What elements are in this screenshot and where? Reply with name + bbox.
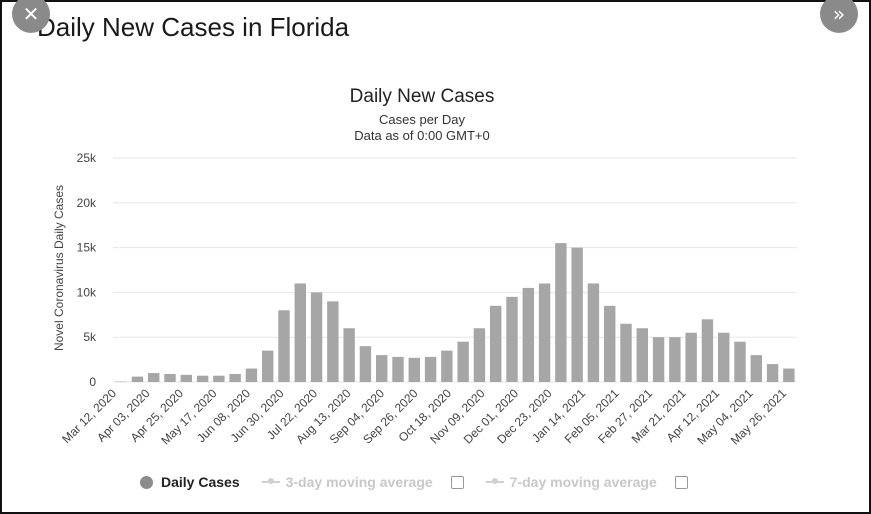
close-icon: ✕	[22, 2, 40, 26]
legend-label-7-day: 7-day moving average	[509, 474, 657, 490]
bar	[359, 346, 372, 382]
bar	[148, 373, 160, 382]
bar	[408, 357, 420, 382]
legend-item-daily-cases[interactable]: Daily Cases	[140, 474, 240, 490]
bar	[245, 368, 258, 382]
bar	[750, 355, 762, 382]
legend-item-7-day-average[interactable]: 7-day moving average	[485, 474, 688, 490]
legend-label-daily: Daily Cases	[161, 474, 240, 490]
bar	[555, 243, 567, 382]
y-axis-label: Novel Coronavirus Daily Cases	[52, 185, 66, 351]
bar	[571, 247, 583, 382]
bar	[522, 287, 534, 382]
bar	[783, 368, 795, 382]
bar	[473, 328, 486, 382]
bar	[196, 375, 209, 382]
y-tick-label: 10k	[77, 285, 97, 299]
bar	[392, 356, 404, 382]
bar	[718, 332, 730, 382]
bar	[587, 283, 600, 382]
legend-item-3-day-average[interactable]: 3-day moving average	[261, 474, 464, 490]
chart-subtitle-2: Data as of 0:00 GMT+0	[354, 128, 489, 143]
bar	[652, 337, 665, 382]
bar-series	[115, 243, 795, 383]
legend-dot-icon	[140, 475, 153, 489]
chart-title: Daily New Cases	[350, 86, 495, 107]
bar	[262, 350, 274, 382]
next-button[interactable]: »	[820, 0, 858, 33]
y-tick-label: 25k	[77, 151, 97, 165]
bar	[620, 323, 632, 382]
bar	[424, 356, 437, 382]
page-title: Daily New Cases in Florida	[37, 12, 350, 42]
y-tick-label: 0	[89, 375, 96, 389]
bar	[685, 332, 697, 382]
y-tick-label: 15k	[77, 241, 97, 255]
y-axis-ticks: 0 5k 10k 15k 20k 25k	[77, 151, 97, 389]
double-chevron-right-icon: »	[832, 2, 846, 26]
bar	[604, 305, 616, 382]
bar	[278, 310, 290, 382]
bar	[506, 296, 518, 382]
bar	[734, 341, 746, 382]
bar	[766, 364, 779, 382]
bar	[343, 328, 355, 382]
bar	[636, 328, 648, 382]
bar	[441, 350, 453, 382]
legend-label-3-day: 3-day moving average	[285, 474, 433, 490]
bar	[115, 381, 127, 383]
bar	[180, 374, 192, 382]
legend-checkbox-7-day[interactable]	[674, 475, 688, 489]
bar	[376, 355, 388, 382]
line-marker-icon	[485, 478, 504, 484]
bar	[229, 373, 241, 382]
bar	[310, 292, 323, 382]
bar	[294, 283, 306, 382]
close-button[interactable]: ✕	[12, 0, 50, 33]
grid-lines	[113, 157, 797, 383]
legend-checkbox-3-day[interactable]	[450, 475, 464, 489]
bar	[701, 319, 714, 382]
bar	[164, 373, 176, 382]
legend: Daily Cases 3-day moving average 7-day m…	[140, 474, 710, 490]
bar	[457, 341, 469, 382]
bar	[327, 301, 339, 382]
chart-subtitle: Cases per Day	[379, 112, 465, 127]
y-tick-label: 5k	[83, 330, 97, 344]
bar	[538, 283, 551, 382]
bar	[213, 375, 225, 382]
line-marker-icon	[261, 478, 280, 484]
bar	[131, 376, 144, 382]
bar	[490, 305, 502, 382]
bar	[669, 337, 681, 382]
y-tick-label: 20k	[77, 196, 97, 210]
